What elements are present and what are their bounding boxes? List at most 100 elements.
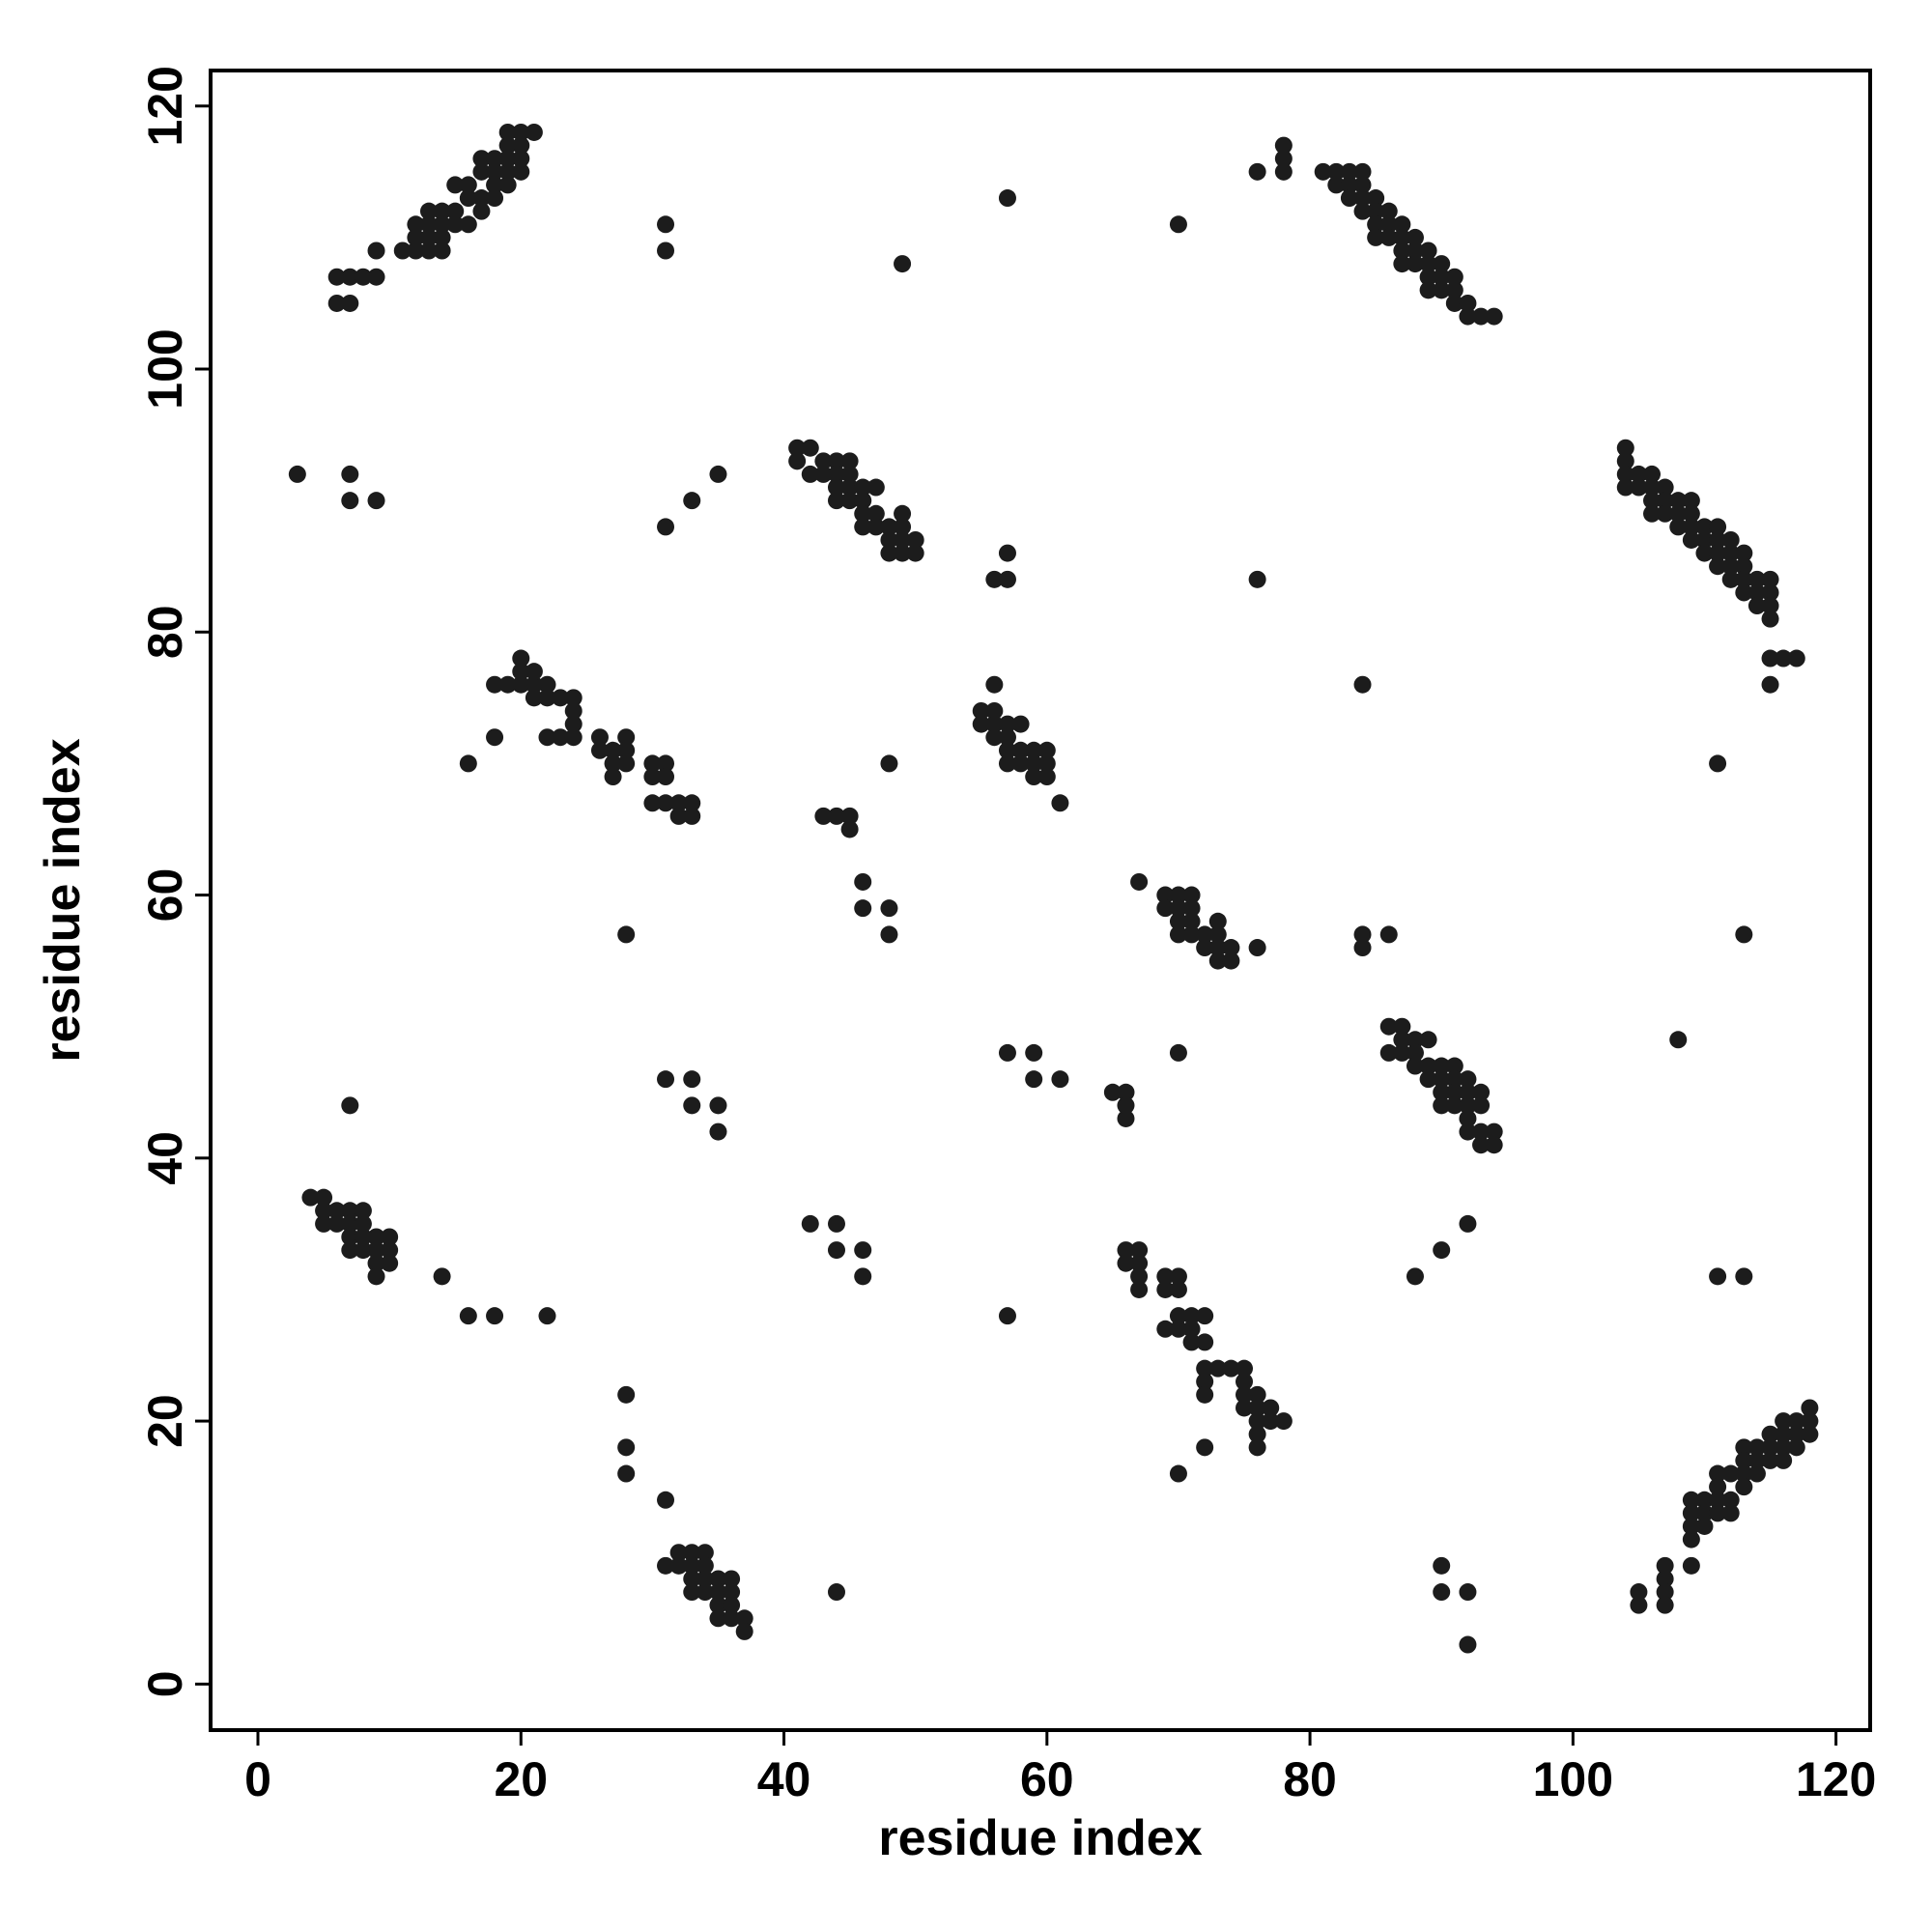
point [459, 215, 477, 234]
point [341, 268, 359, 286]
point [1721, 1464, 1740, 1483]
point [1695, 530, 1714, 549]
point [1248, 1399, 1266, 1417]
point [827, 1214, 845, 1233]
point [446, 202, 465, 220]
point [1433, 281, 1451, 299]
point [1445, 281, 1463, 299]
point [1196, 1307, 1214, 1325]
point [801, 465, 819, 483]
point [1419, 268, 1437, 286]
point [1669, 518, 1688, 536]
point [498, 123, 517, 141]
point [341, 1096, 359, 1115]
point [486, 150, 504, 168]
point [354, 1228, 372, 1246]
point [998, 1043, 1016, 1062]
point [1709, 530, 1727, 549]
point [657, 1070, 675, 1089]
point [1459, 1214, 1477, 1233]
point [1459, 1583, 1477, 1602]
point [433, 228, 451, 246]
point [604, 741, 622, 759]
point [1472, 1083, 1491, 1101]
point [827, 465, 845, 483]
point [1236, 1359, 1254, 1378]
point [854, 478, 872, 497]
point [1379, 925, 1398, 944]
point [459, 754, 477, 773]
point [486, 189, 504, 208]
point [1709, 754, 1727, 773]
point [1393, 1031, 1411, 1049]
point [1406, 255, 1424, 273]
point [1747, 1438, 1766, 1457]
point [1485, 1122, 1503, 1141]
point [880, 518, 898, 536]
point [1630, 1583, 1648, 1602]
point [1787, 1425, 1805, 1443]
point [1445, 1070, 1463, 1089]
point [498, 675, 517, 694]
point [1433, 1057, 1451, 1075]
point [1761, 1451, 1779, 1469]
point [1011, 741, 1030, 759]
point [1735, 1267, 1753, 1286]
point [552, 728, 570, 747]
x-tick-label: 40 [757, 1752, 811, 1806]
point [1630, 1596, 1648, 1614]
point [1735, 925, 1753, 944]
point [1709, 1267, 1727, 1286]
point [1262, 1399, 1280, 1417]
point [1236, 1373, 1254, 1391]
point [657, 1491, 675, 1509]
point [1367, 215, 1385, 234]
point [998, 189, 1016, 208]
point [657, 768, 675, 786]
point [512, 162, 530, 181]
point [1761, 675, 1779, 694]
point [894, 255, 912, 273]
point [1721, 1504, 1740, 1522]
point [709, 1609, 727, 1628]
point [1459, 1096, 1477, 1115]
point [459, 176, 477, 194]
point [880, 754, 898, 773]
point [1735, 1478, 1753, 1496]
point [840, 492, 859, 510]
point [1169, 925, 1187, 944]
point [867, 504, 885, 523]
point [498, 150, 517, 168]
point [1248, 1385, 1266, 1404]
point [1353, 925, 1372, 944]
point [1485, 307, 1503, 326]
point [1775, 1412, 1793, 1431]
point [1051, 1070, 1069, 1089]
point [472, 150, 491, 168]
point [419, 215, 438, 234]
point [341, 1214, 359, 1233]
point [512, 649, 530, 668]
point [446, 176, 465, 194]
point [985, 701, 1004, 720]
point [657, 754, 675, 773]
point [854, 1241, 872, 1260]
point [1459, 1109, 1477, 1127]
point [669, 794, 688, 812]
point [696, 1583, 714, 1602]
point [525, 123, 543, 141]
point [1459, 1635, 1477, 1654]
point [683, 794, 701, 812]
point [643, 794, 662, 812]
point [854, 872, 872, 891]
plot-frame [209, 69, 1872, 1732]
point [341, 1228, 359, 1246]
point [1353, 675, 1372, 694]
point [1156, 899, 1175, 918]
point [1709, 1464, 1727, 1483]
point [1037, 768, 1056, 786]
point [1182, 1307, 1201, 1325]
point [1682, 1556, 1700, 1575]
point [1196, 1333, 1214, 1351]
